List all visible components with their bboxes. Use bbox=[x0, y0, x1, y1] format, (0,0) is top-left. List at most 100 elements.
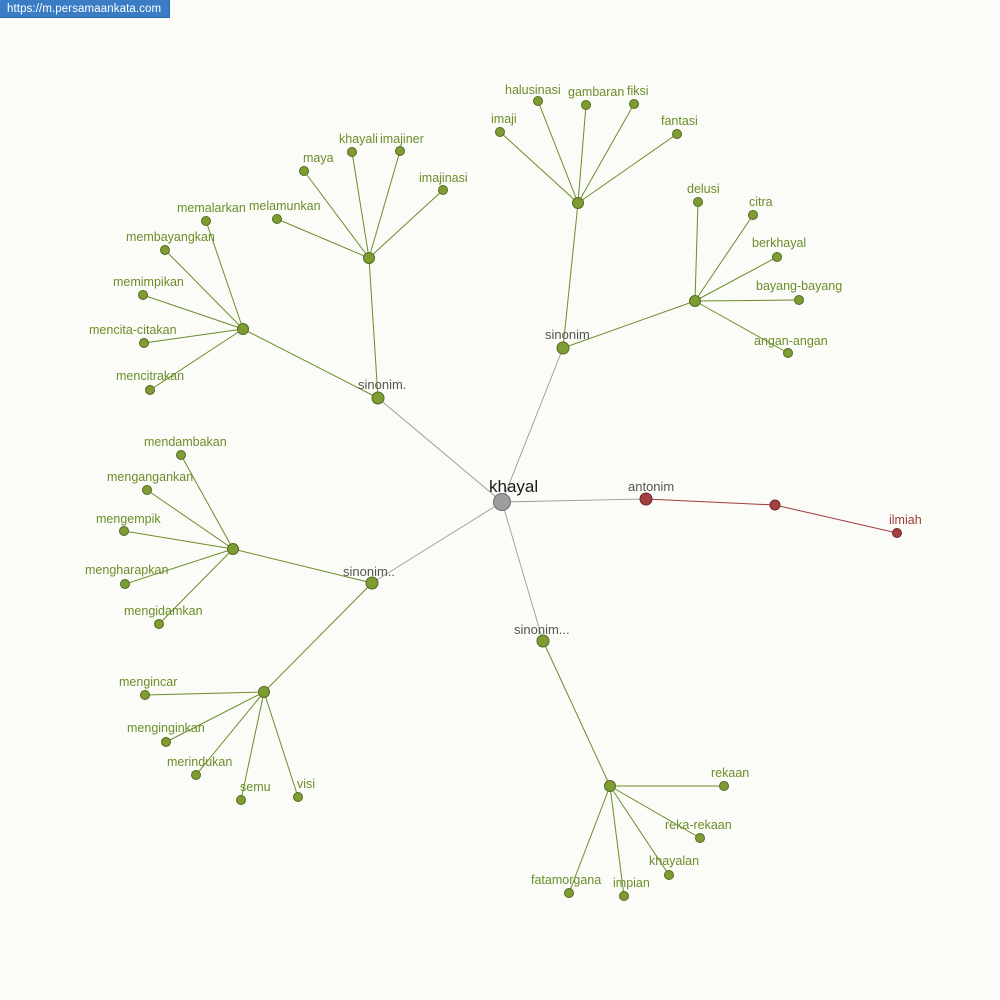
graph-edge bbox=[499, 131, 579, 204]
graph-node-hub_sinonim2[interactable] bbox=[365, 576, 379, 590]
graph-edge bbox=[263, 691, 299, 798]
graph-node-connector[interactable] bbox=[572, 197, 584, 209]
graph-node-connector[interactable] bbox=[604, 780, 616, 792]
graph-node-hub_antonim[interactable] bbox=[639, 492, 653, 506]
graph-node-memalarkan[interactable] bbox=[201, 216, 211, 226]
graph-edge bbox=[562, 202, 579, 349]
graph-node-mencita-citakan[interactable] bbox=[139, 338, 149, 348]
graph-node-impian[interactable] bbox=[619, 891, 629, 901]
graph-edge bbox=[124, 548, 234, 585]
graph-edge bbox=[368, 189, 444, 259]
graph-node-citra[interactable] bbox=[748, 210, 758, 220]
graph-node-semu[interactable] bbox=[236, 795, 246, 805]
graph-edge bbox=[303, 170, 370, 259]
graph-edge bbox=[501, 501, 544, 642]
graph-node-ilmiah[interactable] bbox=[892, 528, 902, 538]
graph-edge bbox=[537, 100, 579, 204]
graph-edge bbox=[164, 249, 244, 330]
graph-edge bbox=[242, 328, 379, 399]
graph-edge bbox=[694, 214, 754, 302]
graph-node-membayangkan[interactable] bbox=[160, 245, 170, 255]
graph-edge bbox=[263, 582, 373, 693]
graph-edge bbox=[645, 498, 776, 506]
graph-node-khayalan[interactable] bbox=[664, 870, 674, 880]
url-bar[interactable]: https://m.persamaankata.com bbox=[0, 0, 171, 18]
graph-node-hub_sinonim1[interactable] bbox=[371, 391, 385, 405]
graph-node-imajinasi[interactable] bbox=[438, 185, 448, 195]
graph-node-delusi[interactable] bbox=[693, 197, 703, 207]
graph-edge bbox=[240, 691, 265, 801]
graph-node-reka-rekaan[interactable] bbox=[695, 833, 705, 843]
graph-edge bbox=[501, 498, 647, 503]
graph-node-halusinasi[interactable] bbox=[533, 96, 543, 106]
graph-edge bbox=[371, 501, 503, 584]
graph-node-mengangankan[interactable] bbox=[142, 485, 152, 495]
graph-node-imajiner[interactable] bbox=[395, 146, 405, 156]
graph-node-bayang-bayang[interactable] bbox=[794, 295, 804, 305]
graph-node-maya[interactable] bbox=[299, 166, 309, 176]
graph-edge bbox=[577, 104, 587, 204]
graph-edge bbox=[149, 328, 244, 391]
graph-node-fatamorgana[interactable] bbox=[564, 888, 574, 898]
graph-node-hub_sinonim3[interactable] bbox=[536, 634, 550, 648]
graph-edge bbox=[351, 151, 370, 259]
graph-edge bbox=[377, 397, 503, 503]
graph-node-center[interactable] bbox=[493, 493, 511, 511]
graph-edge bbox=[577, 103, 635, 204]
graph-edge bbox=[562, 300, 696, 349]
graph-edge bbox=[195, 691, 265, 776]
graph-node-mencitrakan[interactable] bbox=[145, 385, 155, 395]
graph-edge bbox=[774, 504, 898, 534]
graph-node-connector[interactable] bbox=[258, 686, 270, 698]
graph-node-khayali[interactable] bbox=[347, 147, 357, 157]
graph-edge bbox=[143, 328, 244, 344]
graph-node-connector[interactable] bbox=[363, 252, 375, 264]
graph-edge bbox=[609, 785, 625, 897]
graph-node-connector[interactable] bbox=[689, 295, 701, 307]
graph-edge bbox=[232, 548, 373, 584]
graph-node-connector[interactable] bbox=[237, 323, 249, 335]
graph-edge bbox=[694, 256, 778, 302]
graph-node-mengempik[interactable] bbox=[119, 526, 129, 536]
graph-edge bbox=[146, 489, 234, 550]
graph-node-visi[interactable] bbox=[293, 792, 303, 802]
graph-edge bbox=[158, 548, 234, 625]
graph-node-mengidamkan[interactable] bbox=[154, 619, 164, 629]
graph-node-rekaan[interactable] bbox=[719, 781, 729, 791]
graph-edge bbox=[694, 300, 789, 354]
graph-node-mendambakan[interactable] bbox=[176, 450, 186, 460]
graph-edge bbox=[501, 347, 564, 503]
graph-edge bbox=[609, 785, 701, 839]
graph-edge bbox=[165, 691, 265, 743]
graph-edge bbox=[180, 454, 234, 550]
graph-node-connector[interactable] bbox=[769, 499, 781, 511]
graph-node-berkhayal[interactable] bbox=[772, 252, 782, 262]
graph-node-fantasi[interactable] bbox=[672, 129, 682, 139]
graph-edge bbox=[568, 785, 611, 894]
graph-node-fiksi[interactable] bbox=[629, 99, 639, 109]
graph-node-gambaran[interactable] bbox=[581, 100, 591, 110]
graph-edge bbox=[144, 691, 265, 696]
graph-node-memimpikan[interactable] bbox=[138, 290, 148, 300]
graph-edge bbox=[577, 133, 678, 204]
graph-edge bbox=[368, 257, 379, 399]
graph-node-merindukan[interactable] bbox=[191, 770, 201, 780]
graph-node-connector[interactable] bbox=[227, 543, 239, 555]
graph-edge bbox=[205, 220, 244, 330]
graph-edge bbox=[609, 785, 670, 876]
graph-node-angan-angan[interactable] bbox=[783, 348, 793, 358]
graph-node-mengharapkan[interactable] bbox=[120, 579, 130, 589]
graph-edge bbox=[142, 294, 244, 330]
graph-node-menginginkan[interactable] bbox=[161, 737, 171, 747]
url-text: https://m.persamaankata.com bbox=[7, 2, 162, 15]
graph-edge bbox=[123, 530, 234, 550]
graph-node-hub_sinonim[interactable] bbox=[556, 341, 570, 355]
graph-node-melamunkan[interactable] bbox=[272, 214, 282, 224]
graph-edge bbox=[694, 201, 699, 302]
graph-node-imaji[interactable] bbox=[495, 127, 505, 137]
graph-edge bbox=[368, 150, 401, 259]
graph-node-mengincar[interactable] bbox=[140, 690, 150, 700]
